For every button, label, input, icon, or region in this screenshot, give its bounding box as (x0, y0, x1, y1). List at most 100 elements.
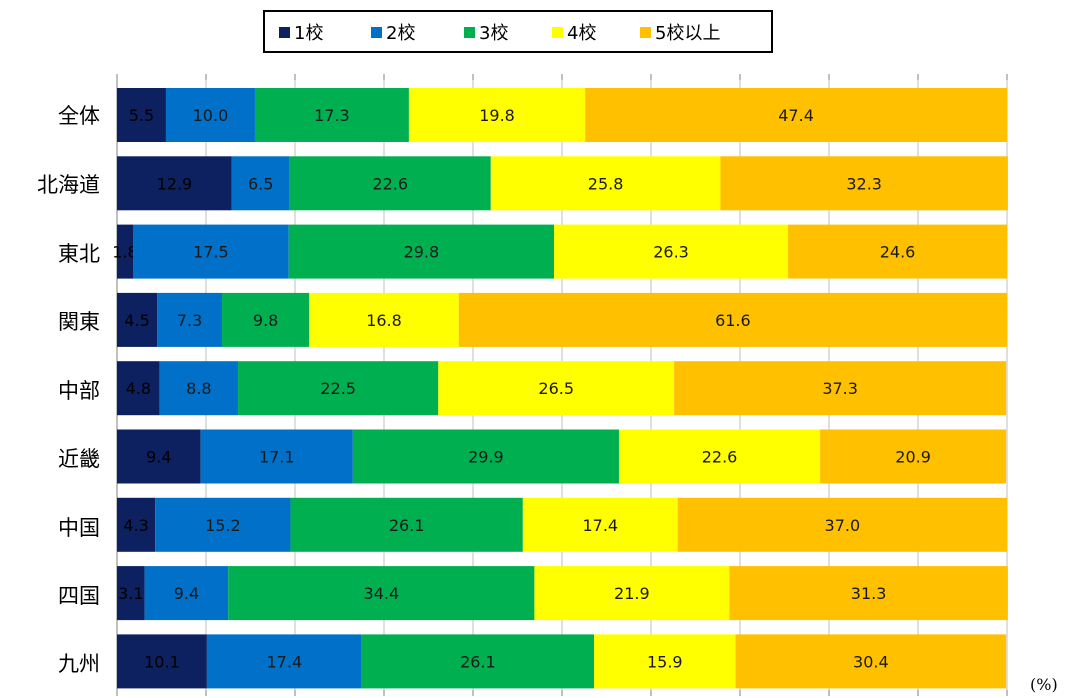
data-label-1-0: 12.9 (157, 174, 193, 193)
bar-5-4 (820, 429, 1007, 484)
bar-8-3 (594, 634, 736, 689)
data-label-0-3: 19.8 (479, 106, 515, 125)
bar-0-2 (254, 88, 409, 142)
legend-swatch-3 (464, 26, 475, 38)
data-label-8-4: 30.4 (853, 652, 889, 671)
data-label-4-4: 37.3 (822, 379, 858, 398)
bar-5-1 (200, 429, 353, 484)
bar-1-4 (720, 156, 1008, 211)
bar-0-1 (165, 88, 255, 142)
category-label-8: 九州 (58, 652, 100, 676)
category-label-2: 東北 (58, 242, 100, 266)
bar-5-2 (352, 429, 619, 484)
bar-3-1 (157, 292, 223, 347)
data-label-5-4: 20.9 (895, 448, 931, 467)
legend-swatch-4 (552, 26, 563, 38)
category-label-4: 中部 (58, 379, 100, 403)
bar-3-0 (117, 292, 158, 347)
category-label-1: 北海道 (37, 173, 100, 197)
data-label-2-2: 29.8 (404, 243, 440, 262)
bar-1-1 (231, 156, 290, 211)
data-label-2-3: 26.3 (653, 243, 689, 262)
bar-7-2 (228, 566, 535, 621)
data-label-5-0: 9.4 (146, 448, 171, 467)
legend-item-4: 4校 (552, 20, 596, 44)
bar-8-2 (361, 634, 595, 689)
data-label-0-1: 10.0 (193, 106, 229, 125)
data-label-0-2: 17.3 (314, 106, 350, 125)
category-label-3: 関東 (58, 310, 100, 334)
bar-6-3 (522, 497, 678, 552)
data-label-8-2: 26.1 (460, 652, 496, 671)
legend-label-5: 5校以上 (655, 23, 721, 44)
data-label-1-1: 6.5 (248, 174, 273, 193)
bar-7-0 (117, 566, 145, 621)
legend-label-2: 2校 (386, 23, 416, 44)
data-label-3-4: 61.6 (715, 311, 751, 330)
data-label-0-4: 47.4 (778, 106, 814, 125)
legend-swatch-2 (371, 26, 382, 38)
bar-2-1 (133, 224, 289, 279)
data-label-3-1: 7.3 (177, 311, 202, 330)
bar-5-3 (618, 429, 821, 484)
bar-4-2 (238, 361, 439, 416)
bar-6-2 (290, 497, 523, 552)
legend-swatch-5 (640, 26, 651, 38)
data-label-3-3: 16.8 (366, 311, 402, 330)
bar-4-4 (674, 361, 1007, 416)
bar-3-4 (458, 292, 1007, 347)
data-label-7-3: 21.9 (614, 584, 650, 603)
data-label-8-3: 15.9 (647, 652, 683, 671)
data-label-8-1: 17.4 (267, 652, 303, 671)
data-label-3-2: 9.8 (253, 311, 278, 330)
data-label-4-3: 26.5 (538, 379, 574, 398)
data-label-5-3: 22.6 (702, 448, 738, 467)
bar-0-4 (585, 88, 1007, 142)
bar-8-0 (117, 634, 207, 689)
bar-6-0 (117, 497, 156, 552)
legend-item-2: 2校 (371, 20, 415, 44)
data-label-2-4: 24.6 (880, 243, 916, 262)
data-label-4-0: 4.8 (126, 379, 151, 398)
bar-4-0 (117, 361, 160, 416)
data-label-1-3: 25.8 (588, 174, 624, 193)
legend-item-3: 3校 (464, 20, 508, 44)
data-label-1-4: 32.3 (846, 174, 882, 193)
data-label-7-2: 34.4 (364, 584, 400, 603)
bar-4-1 (159, 361, 239, 416)
legend-label-1: 1校 (294, 23, 324, 44)
data-label-6-0: 4.3 (123, 516, 148, 535)
bar-7-4 (729, 566, 1008, 621)
data-label-5-1: 17.1 (259, 448, 295, 467)
legend-item-1: 1校 (279, 20, 323, 44)
legend: 1校 2校 3校 4校 5校以上 (263, 10, 773, 53)
data-label-5-2: 29.9 (468, 448, 504, 467)
data-label-6-3: 17.4 (582, 516, 618, 535)
bar-8-1 (206, 634, 362, 689)
category-label-6: 中国 (58, 516, 100, 540)
data-label-2-1: 17.5 (193, 243, 229, 262)
data-label-6-1: 15.2 (205, 516, 241, 535)
bar-6-4 (677, 497, 1007, 552)
legend-item-5: 5校以上 (640, 20, 720, 44)
legend-swatch-1 (279, 26, 290, 38)
bar-0-0 (117, 88, 166, 142)
data-label-7-4: 31.3 (851, 584, 887, 603)
bar-7-1 (144, 566, 229, 621)
bar-1-2 (289, 156, 491, 211)
bar-3-3 (309, 292, 459, 347)
bar-4-3 (438, 361, 675, 416)
data-label-7-1: 9.4 (174, 584, 199, 603)
legend-label-3: 3校 (479, 23, 509, 44)
bar-5-0 (117, 429, 201, 484)
bar-7-3 (534, 566, 730, 621)
bar-1-0 (117, 156, 232, 211)
category-label-0: 全体 (58, 104, 100, 128)
legend-label-4: 4校 (567, 23, 597, 44)
data-label-7-0: 3.1 (118, 584, 143, 603)
bar-2-2 (288, 224, 554, 279)
bar-8-4 (735, 634, 1007, 689)
bar-2-3 (553, 224, 789, 279)
bar-3-2 (222, 292, 310, 347)
data-label-8-0: 10.1 (144, 652, 180, 671)
